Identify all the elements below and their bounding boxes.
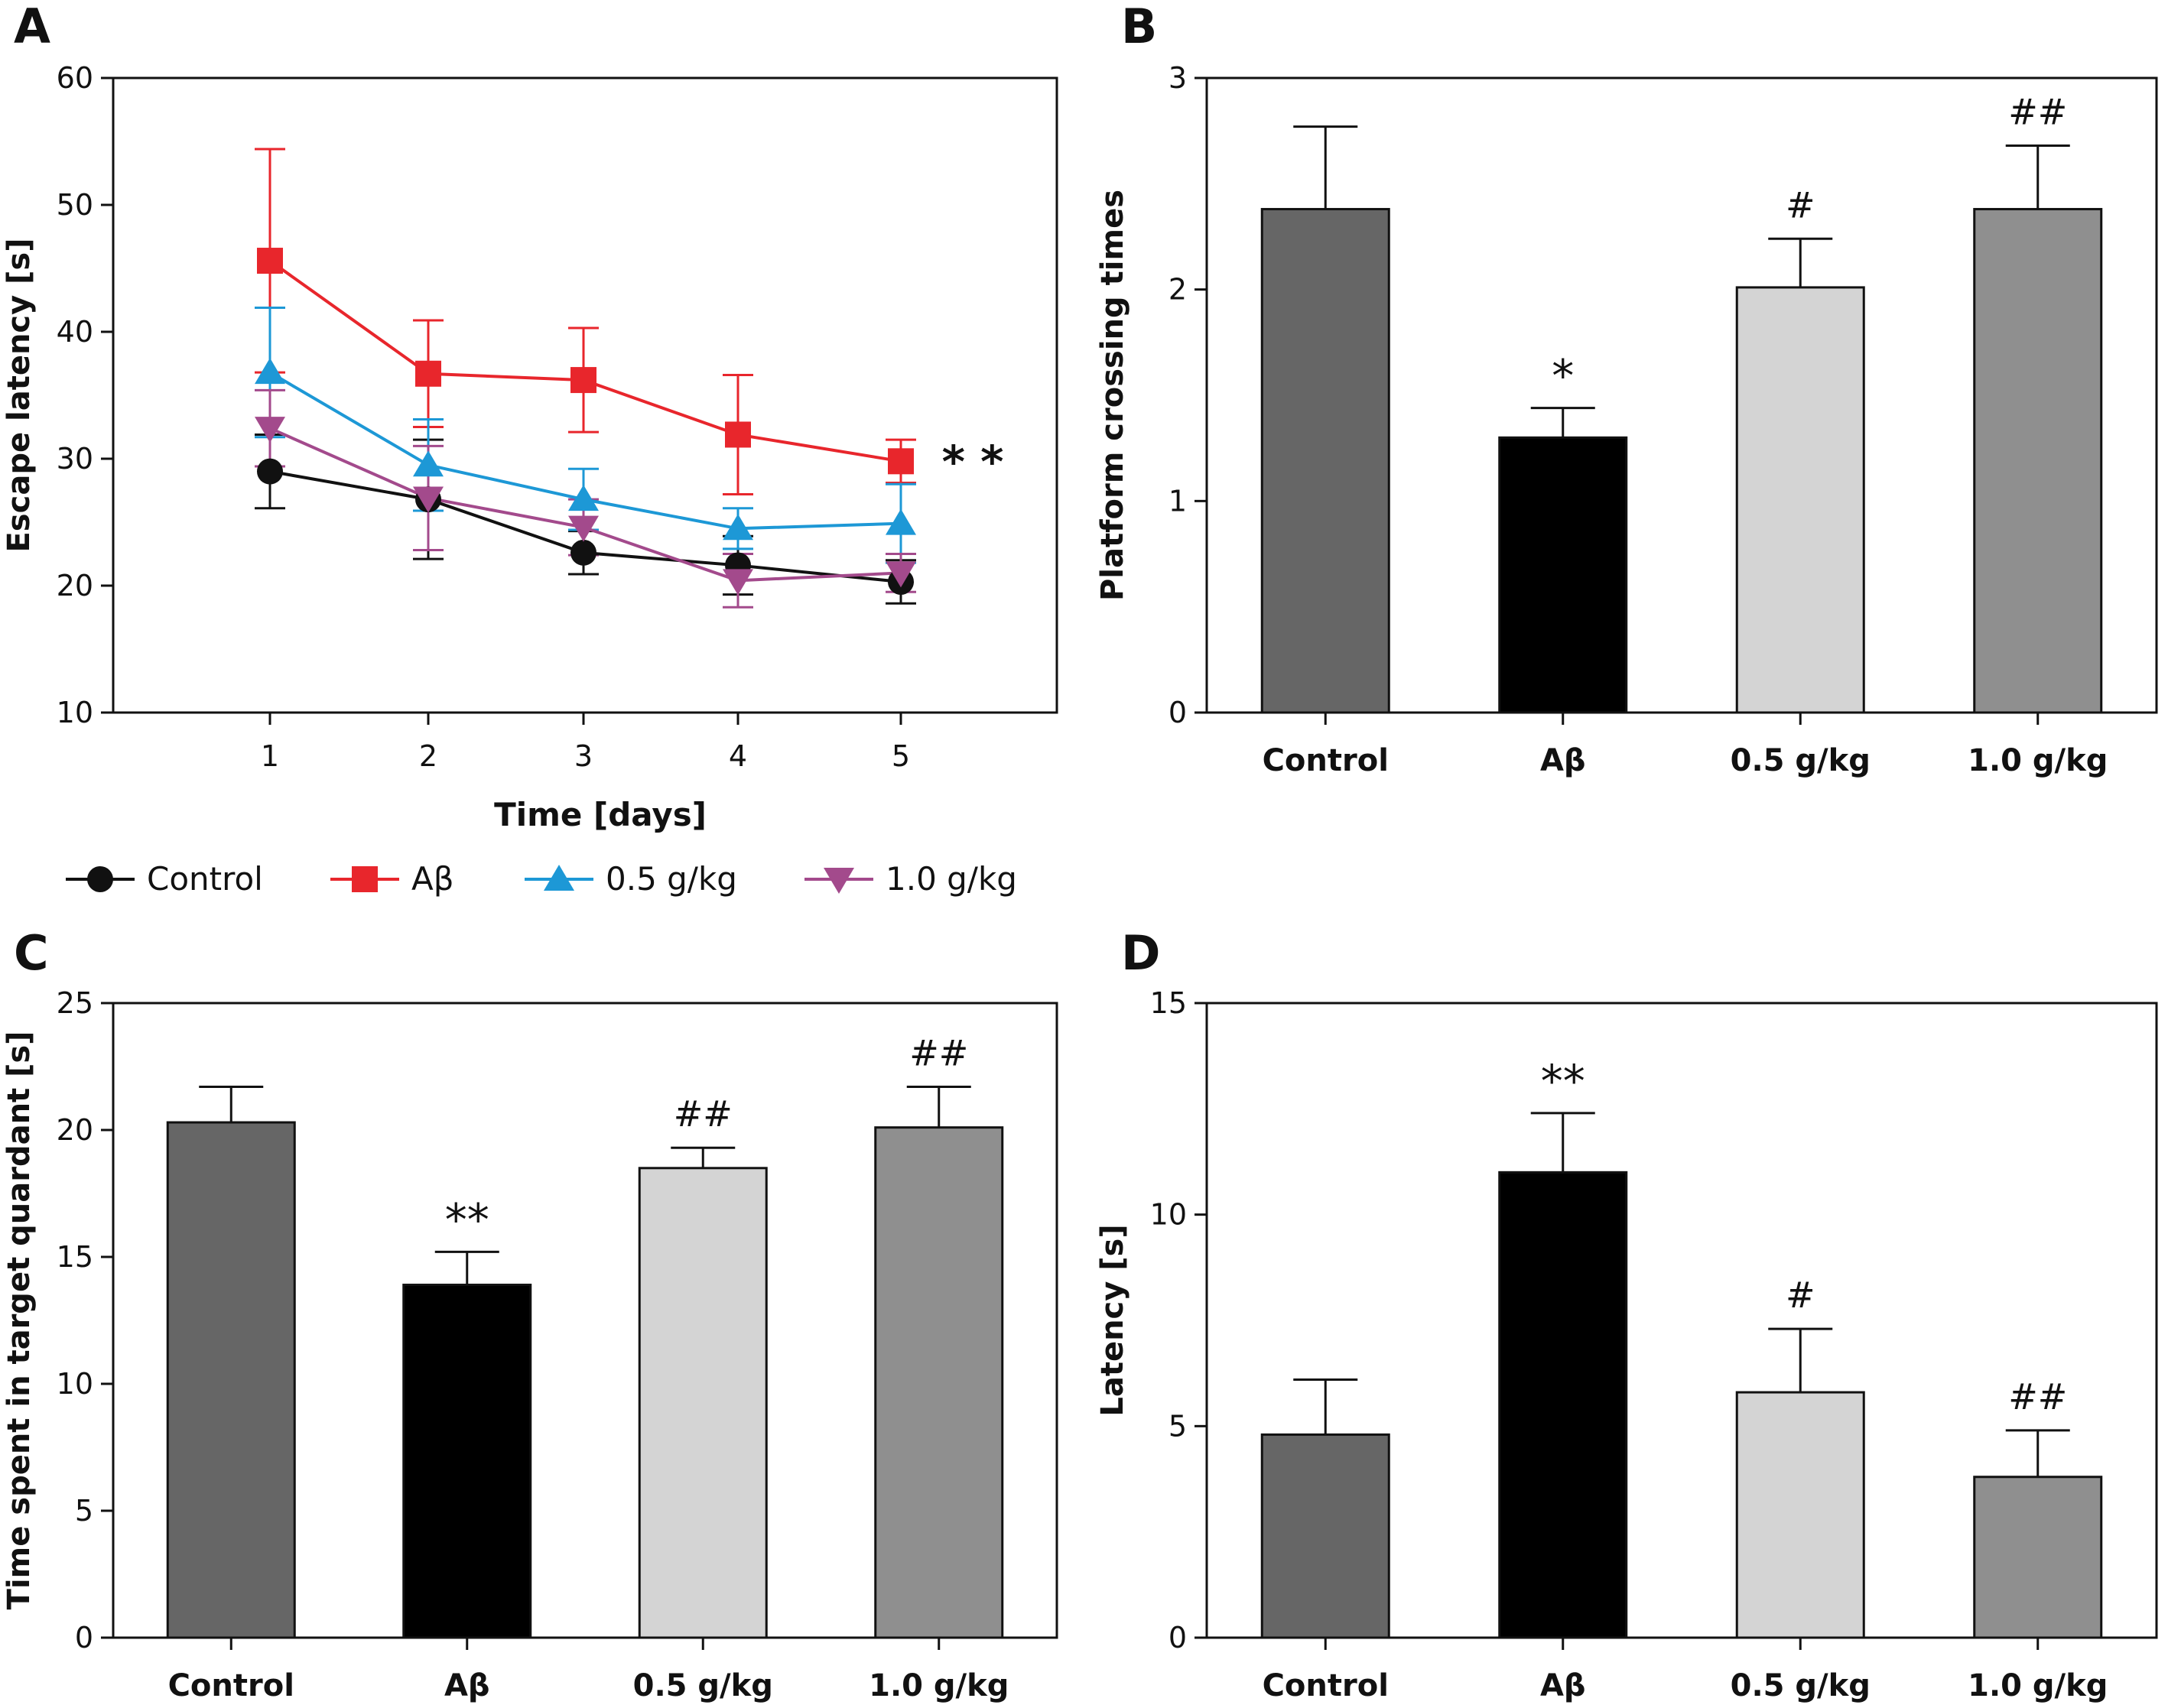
y-tick-label: 2	[1169, 273, 1187, 307]
panel-label-d: D	[1121, 925, 1160, 981]
legend-label: Aβ	[411, 860, 454, 898]
data-point	[87, 866, 113, 892]
bar	[874, 1126, 1004, 1639]
data-point	[886, 561, 916, 588]
y-tick-label: 1	[1169, 484, 1187, 518]
bar	[402, 1284, 532, 1639]
y-tick-label: 10	[1150, 1198, 1187, 1232]
data-point	[255, 358, 285, 385]
y-tick-label: 0	[1169, 1621, 1187, 1654]
bar	[166, 1121, 296, 1639]
bar	[1260, 208, 1390, 714]
x-tick-label: 0.5 g/kg	[633, 1668, 773, 1703]
x-axis-label: Time [days]	[494, 796, 707, 833]
plot-frame	[1205, 1002, 2158, 1639]
bar	[1498, 1171, 1628, 1639]
data-point	[723, 514, 753, 541]
x-tick-label: 2	[419, 739, 437, 773]
data-point	[352, 866, 378, 892]
data-point	[888, 448, 914, 475]
y-tick-label: 40	[57, 315, 93, 349]
significance-mark: #	[1786, 1275, 1815, 1316]
y-tick-label: 5	[75, 1494, 93, 1528]
legend-label: Control	[147, 860, 263, 898]
y-tick-label: 3	[1169, 61, 1187, 95]
y-tick-label: 60	[57, 61, 93, 95]
x-tick-label: Control	[168, 1668, 294, 1703]
significance-mark: #	[1786, 184, 1815, 226]
x-tick-label: Aβ	[1540, 743, 1586, 778]
bar	[1735, 286, 1865, 714]
plot-frame	[1205, 76, 2158, 714]
bar	[638, 1167, 768, 1639]
significance-mark: **	[445, 1193, 489, 1245]
y-tick-label: 20	[57, 1113, 93, 1147]
data-point	[886, 508, 916, 535]
y-tick-label: 30	[57, 442, 93, 476]
x-tick-label: 1.0 g/kg	[1968, 743, 2108, 778]
y-axis-label: Latency [s]	[1095, 1224, 1130, 1416]
x-tick-label: 1.0 g/kg	[1968, 1668, 2108, 1703]
data-point	[415, 360, 441, 387]
panel-label-b: B	[1121, 0, 1157, 54]
data-point	[255, 417, 285, 443]
x-tick-label: 5	[892, 739, 910, 773]
bar	[1973, 208, 2103, 714]
data-point	[568, 515, 599, 542]
y-tick-label: 5	[1169, 1409, 1187, 1443]
x-tick-label: 1.0 g/kg	[869, 1668, 1009, 1703]
x-tick-label: Aβ	[444, 1668, 490, 1703]
data-point	[413, 486, 444, 513]
x-tick-label: Control	[1263, 1668, 1389, 1703]
data-point	[570, 539, 596, 566]
bar	[1498, 436, 1628, 714]
x-tick-label: 0.5 g/kg	[1731, 743, 1871, 778]
y-tick-label: 50	[57, 188, 93, 222]
bar	[1973, 1476, 2103, 1639]
significance-mark: ##	[674, 1093, 733, 1135]
panel-label-c: C	[14, 925, 49, 981]
y-tick-label: 25	[57, 986, 93, 1020]
y-axis-label: Escape latency [s]	[2, 238, 37, 552]
legend-label: 0.5 g/kg	[606, 860, 737, 898]
data-point	[544, 865, 574, 891]
significance-mark: ##	[2008, 92, 2067, 133]
x-tick-label: 3	[574, 739, 593, 773]
plot-frame	[112, 76, 1058, 714]
significance-mark: **	[1541, 1055, 1585, 1107]
y-tick-label: 15	[57, 1240, 93, 1274]
x-tick-label: Aβ	[1540, 1668, 1586, 1703]
y-tick-label: 15	[1150, 986, 1187, 1020]
significance-mark: ##	[2008, 1376, 2067, 1417]
data-point	[725, 421, 751, 448]
x-tick-label: 1	[261, 739, 279, 773]
y-axis-label: Time spent in target quardant [s]	[2, 1031, 37, 1610]
y-tick-label: 20	[57, 569, 93, 602]
data-point	[413, 450, 444, 477]
bar	[1735, 1391, 1865, 1639]
data-point	[257, 248, 283, 274]
x-tick-label: 0.5 g/kg	[1731, 1668, 1871, 1703]
y-tick-label: 0	[1169, 696, 1187, 729]
bar	[1260, 1433, 1390, 1639]
plot-frame	[112, 1002, 1058, 1639]
x-tick-label: 4	[729, 739, 747, 773]
data-point	[568, 485, 599, 511]
y-tick-label: 10	[57, 1367, 93, 1401]
significance-mark: * *	[942, 436, 1004, 488]
y-tick-label: 0	[75, 1621, 93, 1654]
panel-label-a: A	[14, 0, 50, 54]
y-tick-label: 10	[57, 696, 93, 729]
y-axis-label: Platform crossing times	[1095, 190, 1130, 601]
legend-label: 1.0 g/kg	[886, 860, 1017, 898]
data-point	[723, 569, 753, 596]
significance-mark: *	[1552, 350, 1574, 402]
data-point	[570, 367, 596, 394]
x-tick-label: Control	[1263, 743, 1389, 778]
significance-mark: ##	[909, 1033, 968, 1074]
data-point	[824, 868, 854, 894]
data-point	[257, 458, 283, 485]
